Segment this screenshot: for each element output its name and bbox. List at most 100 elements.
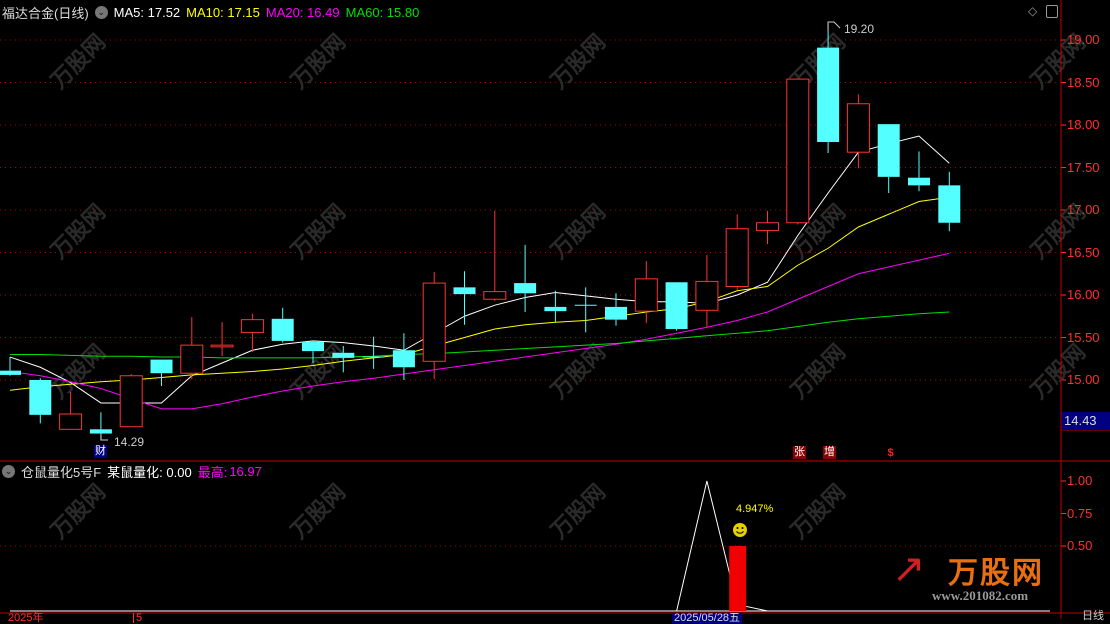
panel-toggle-icon[interactable]: [1046, 5, 1058, 18]
candle: [29, 378, 52, 424]
time-axis-month: 5: [133, 613, 142, 624]
indicator-axis-label: 1.00: [1067, 473, 1093, 488]
diamond-icon[interactable]: ◇: [1028, 4, 1038, 18]
price-axis-label: 19.00: [1067, 32, 1100, 47]
smiley-icon: [733, 523, 747, 537]
candle-body: [210, 344, 234, 348]
ma20-line: [9, 252, 950, 410]
percent-label: 4.947%: [736, 503, 774, 515]
arrow-logo-icon: ↗: [892, 547, 926, 591]
tag-finance[interactable]: 财: [94, 445, 107, 458]
ma10-line: [9, 196, 950, 391]
candle: [574, 287, 597, 333]
candle: [210, 322, 234, 357]
candle-body: [180, 344, 204, 374]
price-axis-label: 18.00: [1067, 117, 1100, 132]
candle: [483, 210, 507, 301]
indicator-axis-label: 0.75: [1067, 505, 1093, 521]
candle: [695, 255, 719, 328]
tag-increase[interactable]: 增: [823, 446, 836, 459]
price-axis-label: 17.00: [1067, 202, 1100, 217]
candle: [665, 282, 688, 331]
background-watermark: 万股网: [45, 199, 110, 264]
candle: [332, 346, 355, 373]
background-watermark: 万股网: [545, 29, 610, 94]
candle: [544, 290, 567, 323]
candle-body: [908, 177, 930, 186]
candle: [0, 357, 21, 376]
background-watermark: 万股网: [285, 199, 350, 264]
indicator-high-value: 16.97: [229, 464, 262, 479]
current-price-label: 14.43: [1062, 412, 1110, 430]
candle: [634, 261, 658, 324]
candle: [180, 317, 204, 380]
candle: [392, 333, 415, 380]
candle: [514, 244, 537, 312]
background-watermark: 万股网: [545, 479, 610, 544]
watermark-url: www.201082.com: [932, 588, 1029, 603]
background-watermark: 万股网: [545, 199, 610, 264]
indicator-header: ⌄ 仓鼠量化5号F 某鼠量化: 0.00 最高: 16.97: [2, 462, 262, 481]
candle-body: [514, 283, 537, 294]
candle-body: [938, 185, 961, 223]
tag-dollar[interactable]: $: [887, 447, 894, 459]
indicator-bar: [729, 546, 747, 611]
indicator-high-label: 最高:: [197, 465, 228, 480]
candle-body: [544, 306, 567, 312]
candle-body: [29, 380, 52, 415]
high-pointer: [827, 21, 841, 30]
candle-body: [483, 291, 507, 300]
candle: [150, 359, 173, 386]
candle: [756, 210, 779, 244]
candle-body: [725, 228, 749, 287]
indicator-name[interactable]: 仓鼠量化5号F: [21, 465, 102, 480]
candle: [271, 307, 294, 343]
ma60-label: MA60: 15.80: [345, 5, 420, 20]
candle: [938, 171, 961, 232]
candle: [908, 151, 930, 192]
stock-title[interactable]: 福达合金(日线): [2, 6, 89, 21]
cursor-date: 2025/05/28五: [672, 612, 743, 624]
candle-body: [665, 282, 688, 329]
candle: [119, 374, 143, 428]
candle-body: [786, 78, 810, 224]
candle-body: [0, 370, 21, 375]
candle: [59, 391, 83, 430]
indicator-value: 某鼠量化: 0.00: [107, 465, 192, 480]
candle-body: [59, 413, 83, 430]
candle-body: [392, 350, 415, 368]
candle: [453, 271, 476, 325]
price-axis-label: 16.50: [1067, 244, 1100, 260]
candle-body: [422, 282, 446, 362]
watermark-logo: ↗ 万股网 www.201082.com: [892, 540, 1050, 610]
price-axis-label: 16.00: [1067, 287, 1100, 302]
candle-body: [453, 287, 476, 295]
candle-body: [119, 375, 143, 428]
background-watermark: 万股网: [785, 479, 850, 544]
ma20-label: MA20: 16.49: [265, 5, 340, 20]
ma5-line: [9, 135, 950, 404]
background-watermark: 万股网: [285, 29, 350, 94]
chevron-down-circle-icon[interactable]: ⌄: [2, 465, 15, 478]
candle-body: [89, 429, 112, 434]
chevron-down-circle-icon[interactable]: ⌄: [94, 6, 108, 19]
background-watermark: 万股网: [545, 339, 610, 404]
low-label: 14.29: [114, 435, 144, 449]
period-label[interactable]: 日线: [1082, 610, 1104, 622]
candle-body: [877, 124, 900, 177]
candle-body: [240, 319, 264, 333]
tag-limit-up[interactable]: 张: [793, 446, 806, 459]
price-axis-label: 15.00: [1067, 372, 1100, 387]
price-axis-label: 17.50: [1067, 159, 1100, 175]
chart-header: 福达合金(日线) ⌄ MA5: 17.52 MA10: 17.15 MA20: …: [2, 3, 419, 22]
time-axis-year: 2025年: [8, 612, 44, 624]
candle-body: [817, 47, 840, 142]
background-watermark: 万股网: [45, 29, 110, 94]
candle: [725, 214, 749, 290]
candle-body: [695, 280, 719, 311]
watermark-brand: 万股网: [948, 557, 1044, 590]
candle-body: [756, 222, 779, 231]
candle: [240, 313, 264, 352]
candle: [786, 78, 810, 225]
